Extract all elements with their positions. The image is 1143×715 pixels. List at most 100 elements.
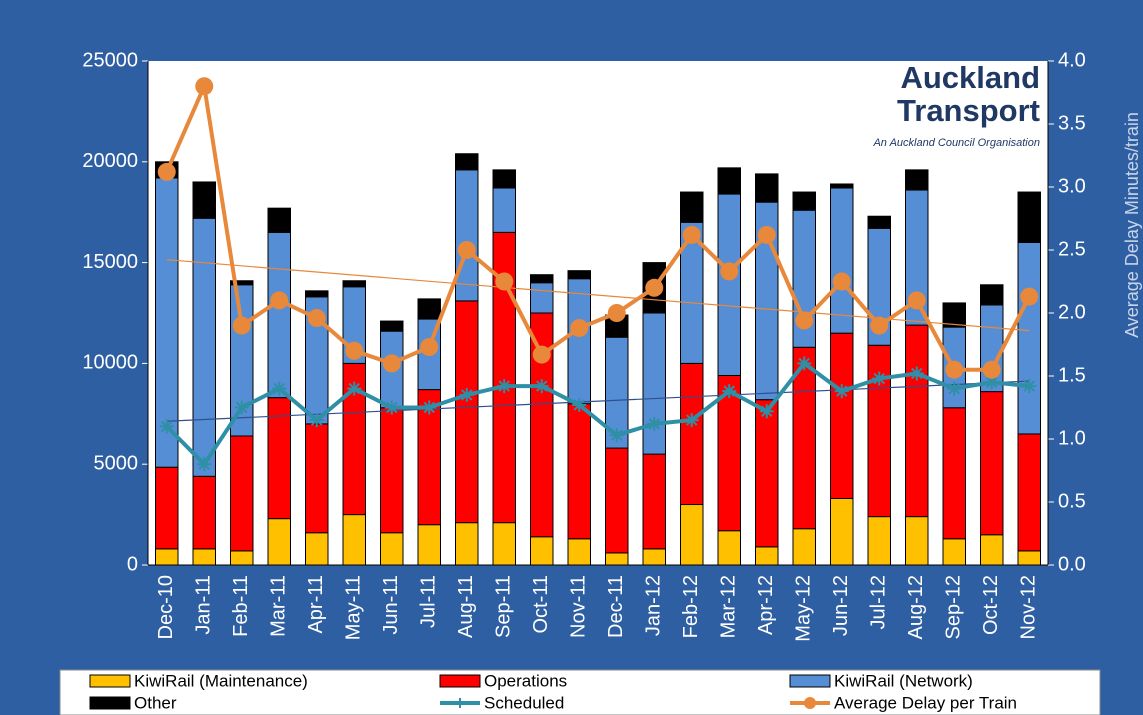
- legend-swatch: [439, 674, 481, 688]
- x-tick-label: Jul-11: [418, 575, 440, 628]
- bar: [192, 548, 216, 566]
- bar: [192, 217, 216, 477]
- x-tick-label: Oct-11: [530, 575, 552, 634]
- legend-marker: [804, 697, 816, 709]
- x-tick-label: Mar-12: [718, 575, 740, 638]
- bar: [567, 278, 591, 405]
- bar: [980, 284, 1004, 306]
- x-tick-label: Jul-12: [868, 575, 890, 629]
- marker: [832, 272, 851, 291]
- x-tick-label: Jan-12: [643, 575, 665, 636]
- x-tick-label: Jun-11: [380, 575, 402, 635]
- bar: [455, 300, 479, 524]
- x-tick-label: Sep-12: [943, 575, 965, 640]
- bar: [192, 181, 216, 219]
- y2-tick-label: 0.5: [1058, 490, 1086, 512]
- bar: [1017, 241, 1041, 435]
- bar: [305, 423, 329, 534]
- bar: [755, 173, 779, 203]
- bar: [342, 280, 366, 288]
- x-tick-label: Mar-11: [268, 575, 290, 637]
- bar: [642, 312, 666, 455]
- x-tick-label: Jan-11: [193, 575, 215, 635]
- y-tick-label: 10000: [82, 352, 138, 374]
- bar: [380, 532, 404, 566]
- y2-tick-label: 2.0: [1058, 301, 1086, 323]
- y-tick-label: 5000: [94, 452, 139, 474]
- y2-axis-label: Average Delay Minutes/train: [1122, 112, 1142, 338]
- bar: [155, 548, 179, 566]
- bar: [1017, 550, 1041, 566]
- marker: [1020, 287, 1039, 306]
- bar: [905, 516, 929, 566]
- legend-label: Operations: [484, 671, 567, 690]
- bar: [567, 403, 591, 540]
- marker: [945, 360, 964, 379]
- y-tick-label: 25000: [82, 49, 138, 71]
- bar: [230, 435, 254, 552]
- bar: [455, 522, 479, 566]
- bar: [905, 324, 929, 518]
- bar: [792, 528, 816, 566]
- y2-tick-label: 1.0: [1058, 427, 1086, 449]
- bar: [305, 532, 329, 566]
- bar: [305, 290, 329, 298]
- marker: [272, 381, 287, 396]
- x-tick-label: Apr-11: [305, 575, 327, 634]
- bar: [867, 215, 891, 229]
- y2-tick-label: 2.5: [1058, 238, 1086, 260]
- marker: [382, 354, 401, 373]
- bar: [980, 391, 1004, 536]
- marker: [609, 428, 624, 443]
- bar: [980, 534, 1004, 566]
- marker: [159, 419, 174, 434]
- bar: [717, 167, 741, 195]
- x-tick-label: Nov-11: [568, 575, 590, 638]
- bar: [905, 169, 929, 191]
- x-tick-label: Aug-11: [455, 575, 477, 638]
- bar: [567, 270, 591, 280]
- legend-marker: [455, 698, 465, 708]
- legend-label: Average Delay per Train: [834, 693, 1017, 712]
- marker: [682, 225, 701, 244]
- bar: [380, 407, 404, 534]
- bar: [530, 274, 554, 284]
- marker: [197, 457, 212, 472]
- x-tick-label: Apr-12: [755, 575, 777, 635]
- marker: [345, 341, 364, 360]
- marker: [684, 413, 699, 428]
- legend-swatch: [89, 674, 131, 688]
- marker: [982, 360, 1001, 379]
- marker: [795, 311, 814, 330]
- legend-label: KiwiRail (Maintenance): [134, 671, 308, 690]
- y-tick-label: 15000: [82, 251, 138, 273]
- marker: [720, 262, 739, 281]
- bar: [680, 504, 704, 566]
- marker: [532, 345, 551, 364]
- bar: [1017, 433, 1041, 552]
- logo-line: Transport: [897, 93, 1040, 128]
- bar: [755, 546, 779, 566]
- legend: [59, 669, 1101, 715]
- bar: [830, 183, 854, 189]
- bar: [867, 344, 891, 518]
- y2-tick-label: 1.5: [1058, 364, 1086, 386]
- marker: [420, 338, 439, 357]
- marker: [157, 162, 176, 181]
- bar: [755, 399, 779, 548]
- marker: [722, 384, 737, 399]
- marker: [422, 400, 437, 415]
- x-tick-label: Sep-11: [493, 575, 515, 638]
- bar: [417, 524, 441, 566]
- bar: [605, 552, 629, 566]
- logo-line: Auckland: [900, 60, 1040, 95]
- bar: [230, 280, 254, 286]
- y-tick-label: 0: [127, 553, 138, 575]
- marker: [909, 366, 924, 381]
- y-tick-label: 20000: [82, 150, 138, 172]
- marker: [384, 400, 399, 415]
- bar: [267, 518, 291, 566]
- marker: [195, 77, 214, 96]
- marker: [570, 319, 589, 338]
- logo-tagline: An Auckland Council Organisation: [872, 137, 1040, 149]
